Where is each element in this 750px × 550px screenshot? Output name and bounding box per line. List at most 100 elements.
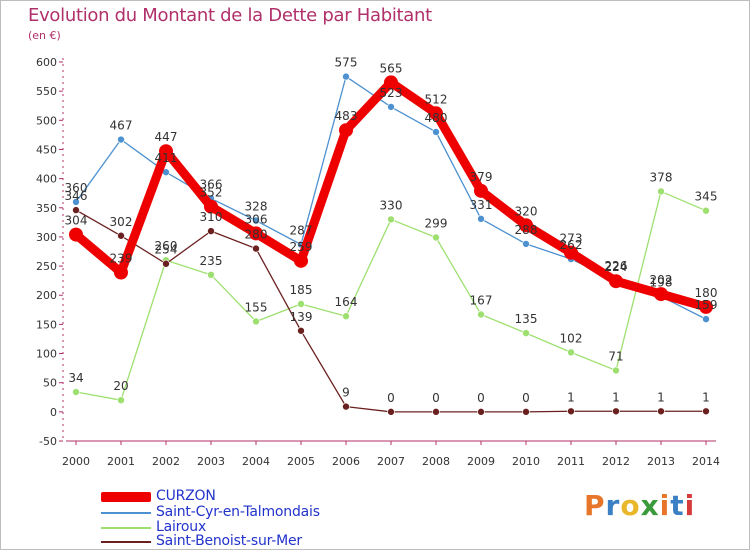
data-label: 360 [65,181,88,195]
data-label: 512 [425,92,448,106]
y-tick-label: 250 [36,260,57,273]
data-point [207,271,215,279]
legend-item-lairoux: Lairoux [101,519,401,538]
legend-item-saint-benoist: Saint-Benoist-sur-Mer [101,533,401,549]
proxiti-logo: Proxiti [584,489,695,522]
data-point [252,317,260,326]
logo-letter: x [640,489,660,522]
data-label: 411 [155,151,178,165]
data-label: 1 [702,390,710,404]
data-point [474,183,488,198]
x-tick-label: 2013 [647,455,675,468]
data-point [567,407,575,416]
data-point [702,315,710,323]
data-label: 273 [560,232,583,246]
y-tick-label: 300 [36,231,57,244]
x-tick-label: 2010 [512,455,540,468]
legend-label: Saint-Benoist-sur-Mer [156,533,302,549]
data-label: 366 [200,177,223,191]
data-point [339,123,353,138]
data-label: 239 [110,251,133,265]
data-point [477,310,485,319]
data-label: 34 [68,371,83,385]
data-label: 310 [200,210,223,224]
data-label: 224 [605,260,628,274]
x-tick-label: 2012 [602,455,630,468]
data-label: 280 [245,228,268,242]
data-label: 575 [335,56,358,70]
data-label: 447 [155,130,178,144]
data-label: 331 [470,198,493,212]
data-point [69,227,83,242]
y-tick-label: 100 [36,348,57,361]
data-label: 320 [515,204,538,218]
data-label: 328 [245,200,268,214]
data-point [249,226,263,241]
data-label: 299 [425,217,448,231]
data-point [72,388,80,396]
data-point [654,287,668,302]
y-tick-label: 350 [36,202,57,215]
x-tick-label: 2008 [422,455,450,468]
data-point [519,218,533,233]
logo-letter: P [584,489,606,522]
data-label: 254 [155,243,178,257]
data-label: 378 [650,170,673,184]
data-point [432,408,440,416]
data-label: 565 [380,61,403,75]
data-point [657,187,665,196]
data-point [432,233,440,242]
x-tick-label: 2002 [152,455,180,468]
data-point [612,366,620,375]
data-point [522,408,530,416]
y-tick-label: -50 [39,435,57,448]
data-point [699,299,713,314]
data-label: 0 [522,391,530,405]
data-point [117,396,125,404]
data-point [567,348,575,357]
chart-title: Evolution du Montant de la Dette par Hab… [28,5,432,26]
legend-label: Lairoux [156,519,207,535]
data-point [342,72,350,81]
x-tick-label: 2007 [377,455,405,468]
data-label: 155 [245,300,268,314]
data-point [387,408,395,416]
data-point [72,198,80,206]
data-point [702,407,710,416]
data-point [612,407,620,416]
data-label: 480 [425,111,448,125]
logo-letter: t [670,489,685,522]
data-point [564,245,578,260]
legend-swatch [101,492,151,502]
x-tick-label: 2006 [332,455,360,468]
data-label: 139 [290,310,313,324]
data-label: 0 [387,391,395,405]
data-label: 20 [113,379,128,393]
data-label: 164 [335,295,358,309]
data-label: 379 [470,170,493,184]
legend-swatch [101,512,151,514]
data-label: 467 [110,119,133,133]
data-label: 304 [65,214,88,228]
data-label: 185 [290,283,313,297]
data-point [657,407,665,416]
data-point [429,106,443,121]
data-point [252,244,260,253]
data-label: 287 [290,224,313,238]
data-point [609,274,623,289]
data-label: 1 [657,390,665,404]
data-label: 71 [608,349,623,363]
data-label: 483 [335,109,358,123]
data-point [294,253,308,268]
data-point [477,215,485,223]
data-label: 180 [695,286,718,300]
data-label: 345 [695,190,718,204]
data-label: 352 [200,186,223,200]
x-tick-label: 2009 [467,455,495,468]
data-label: 260 [155,239,178,253]
y-tick-label: 400 [36,173,57,186]
legend-swatch [101,541,151,543]
y-tick-label: 50 [43,377,57,390]
data-label: 235 [200,254,223,268]
